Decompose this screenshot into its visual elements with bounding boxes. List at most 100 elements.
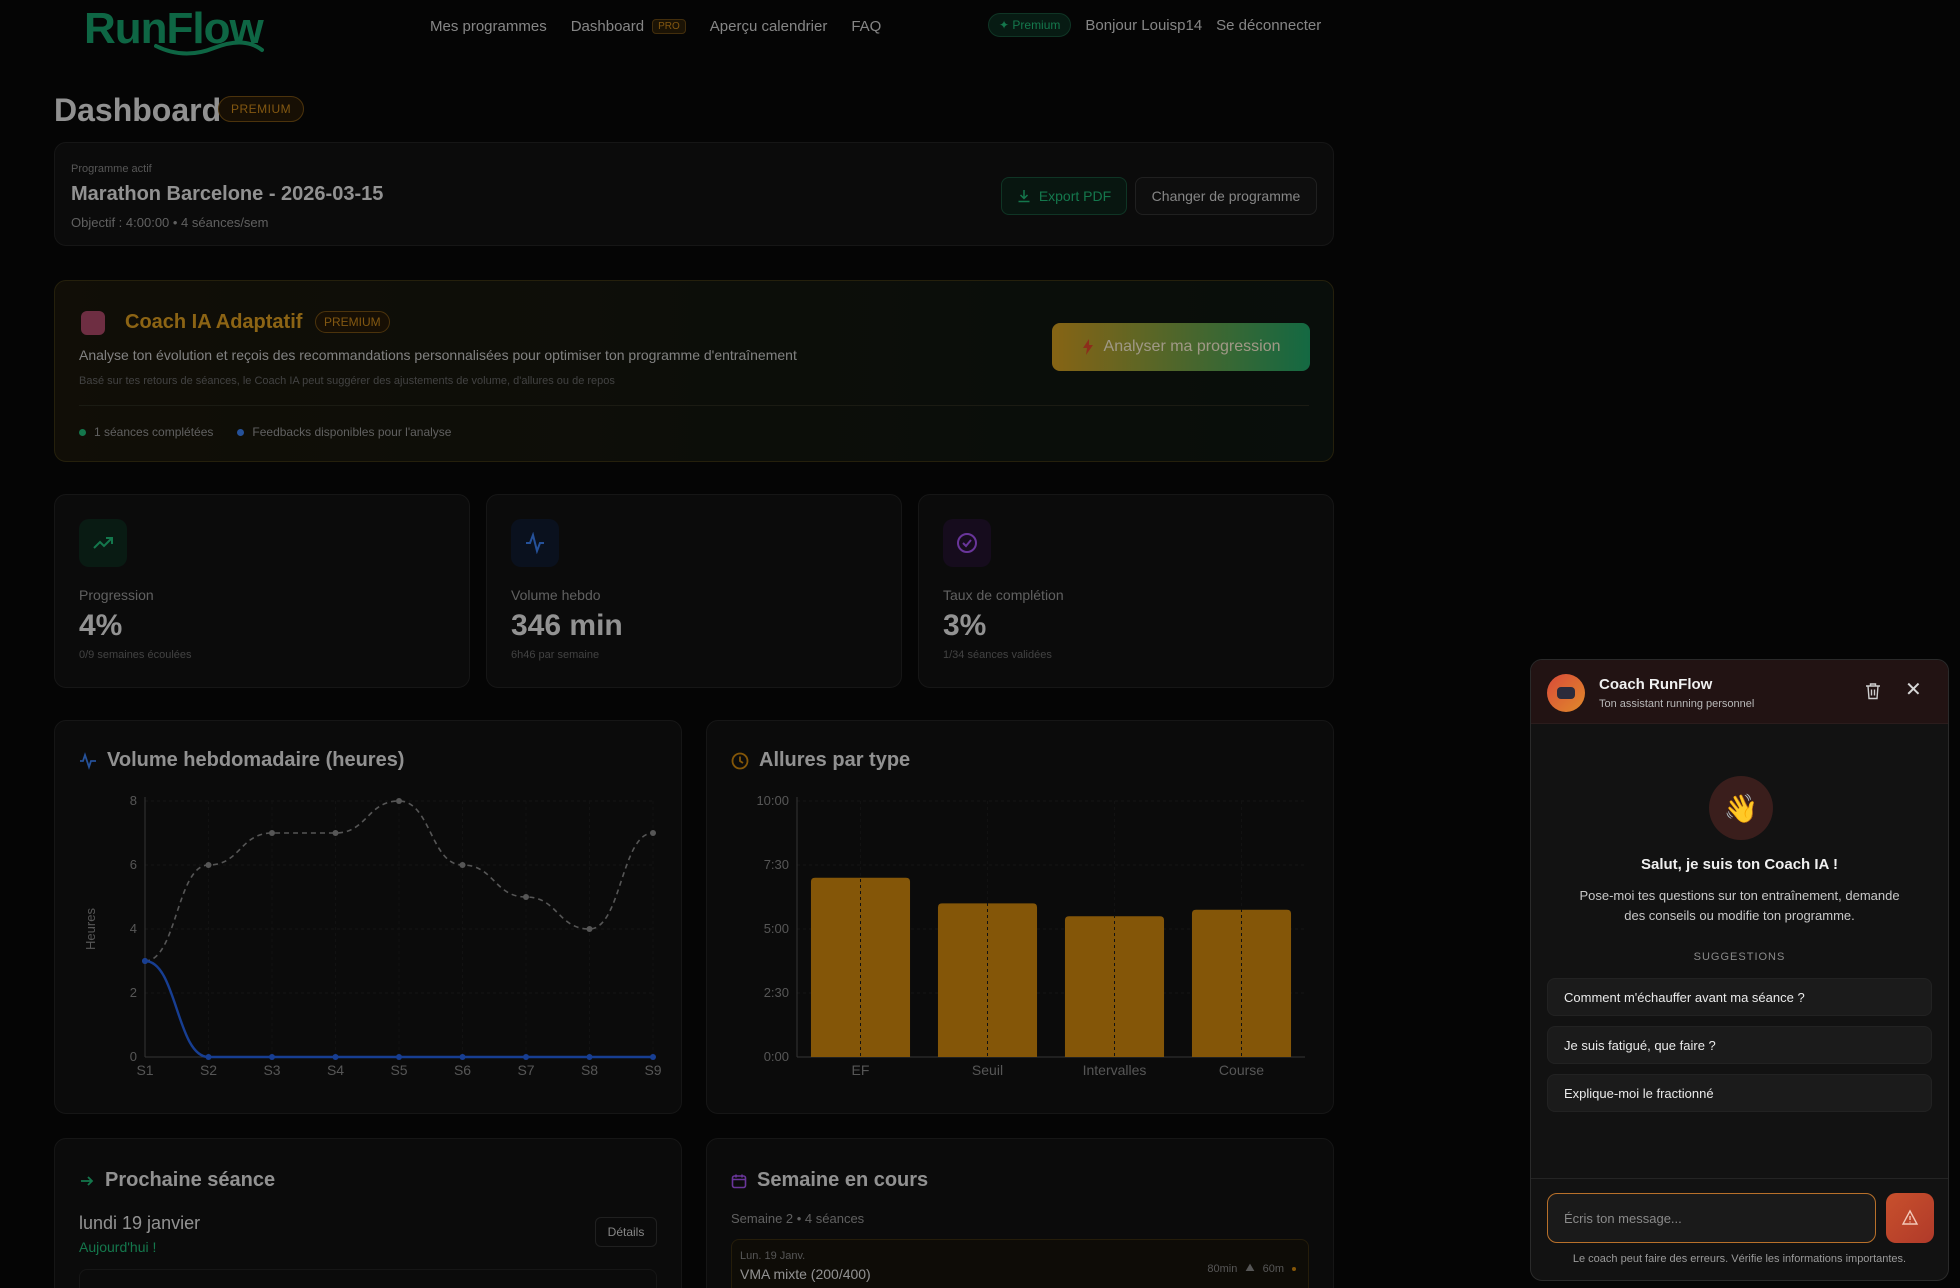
close-icon[interactable]: ✕ [1905,679,1922,701]
bar [937,903,1038,1057]
weekly-volume-chart-card: Volume hebdomadaire (heures) 0 2 4 6 8 S1 S2 S3… [54,720,682,1114]
x-tick-label: S7 [517,1062,534,1078]
check-circle-icon [943,519,991,567]
send-button[interactable] [1886,1193,1934,1243]
coach-premium-badge: PREMIUM [315,311,390,333]
x-tick-label: S9 [644,1062,661,1078]
nav-link-faq[interactable]: FAQ [851,18,882,35]
today-label: Aujourd'hui ! [79,1239,157,1255]
data-point [650,1054,656,1060]
details-button[interactable]: Détails [595,1217,657,1247]
data-point [459,862,466,868]
x-tick-label: S6 [454,1062,471,1078]
coach-avatar [1547,674,1585,712]
week-session-item[interactable]: Lun. 19 Janv. VMA mixte (200/400) 80min … [731,1239,1309,1288]
data-point [586,1054,593,1060]
nav-user-area: ✦ Premium Bonjour Louisp14 Se déconnecte… [988,13,1321,37]
session-elevation: 60m [1262,1262,1284,1275]
mountain-icon: ⛰ [1245,1262,1255,1274]
nav-links: Mes programmes Dashboard PRO Aperçu calen… [430,18,881,35]
coach-subtext: Basé sur tes retours de séances, le Coac… [79,375,615,387]
data-point [332,1054,339,1060]
current-week-title: Semaine en cours [757,1169,929,1191]
y-tick-label: 5:00 [764,921,789,936]
analyse-label: Analyser ma progression [1103,338,1281,355]
chat-intro: Pose-moi tes questions sur ton entraînem… [1579,888,1900,923]
export-pdf-button[interactable]: Export PDF [1001,177,1127,215]
arrow-right-icon [81,1175,94,1186]
page-title: Dashboard [54,92,222,128]
robot-icon [81,311,105,335]
y-tick-label: 2:30 [764,985,789,1000]
y-tick-label: 7:30 [764,857,789,872]
x-tick-label: Course [1219,1062,1264,1078]
chart-header: Allures par type [731,749,910,772]
y-tick-label: 8 [130,793,137,808]
x-tick-label: EF [852,1062,870,1078]
stat-label: Progression [79,587,154,603]
analyse-progression-button[interactable]: Analyser ma progression [1052,323,1310,371]
bar [1064,916,1165,1057]
data-point [332,830,339,836]
x-tick-label: S1 [136,1062,153,1078]
suggestion-button[interactable]: Explique-moi le fractionné [1547,1074,1932,1112]
coach-description: Analyse ton évolution et reçois des reco… [79,347,797,363]
wave-hand-icon: 👋 [1709,776,1773,840]
data-point [459,1054,466,1060]
programme-label: Programme actif [71,163,152,175]
stat-value: 3% [943,609,987,642]
session-title: VMA mixte (200/400) [740,1266,871,1282]
nav-link-dashboard[interactable]: Dashboard PRO [571,18,686,35]
runflow-logo[interactable]: RunFlow [84,4,264,56]
trash-icon[interactable] [1865,682,1881,700]
data-point [205,862,212,868]
y-tick-label: 6 [130,857,137,872]
data-point [396,1054,402,1060]
logout-link[interactable]: Se déconnecter [1216,16,1322,34]
suggestion-button[interactable]: Je suis fatigué, que faire ? [1547,1026,1932,1064]
coach-title: Coach IA Adaptatif [125,311,303,333]
next-session-date: lundi 19 janvier [79,1213,201,1233]
stat-footnote: 6h46 par semaine [511,649,600,661]
session-meta: 80min ⛰ 60m [1207,1262,1296,1275]
chat-message-input[interactable] [1547,1193,1876,1243]
stat-value: 4% [79,609,123,642]
top-navigation: RunFlow Mes programmes Dashboard PRO Aper… [0,0,1340,56]
premium-badge: PREMIUM [218,96,305,122]
y-axis-label: Heures [83,908,98,950]
chart-title: Allures par type [759,749,911,771]
paces-chart-card: Allures par type 0:00 2:30 5:00 7:30 10:00 EF… [706,720,1334,1114]
next-session-title: Prochaine séance [105,1169,276,1191]
stat-footnote: 0/9 semaines écoulées [79,649,192,661]
divider [79,405,1309,406]
export-pdf-label: Export PDF [1038,188,1112,204]
stat-card-progression: Progression 4% 0/9 semaines écoulées [54,494,470,688]
data-point [523,1054,529,1060]
nav-link-programmes[interactable]: Mes programmes [430,18,547,35]
data-point [205,1054,212,1060]
status-dot-icon [1292,1266,1296,1271]
nav-link-calendrier[interactable]: Aperçu calendrier [709,18,828,35]
data-point [142,958,148,964]
premium-pill: ✦ Premium [988,13,1072,37]
robot-icon [1557,687,1575,699]
data-point [396,798,402,804]
data-point [269,830,275,836]
chat-title: Coach RunFlow [1599,676,1713,693]
data-point [586,926,593,932]
y-tick-label: 10:00 [756,793,789,808]
greeting: Bonjour Louisp14 [1085,16,1203,34]
session-duration: 80min [1207,1262,1238,1275]
active-programme-card: Programme actif Marathon Barcelone - 202… [54,142,1334,246]
chart-header: Volume hebdomadaire (heures) [79,749,404,772]
change-programme-button[interactable]: Changer de programme [1135,177,1317,215]
sessions-completed-stat: 1 séances complétées [79,425,213,439]
stat-footnote: 1/34 séances validées [943,649,1052,661]
y-tick-label: 0 [130,1049,137,1064]
current-week-card: Semaine en cours Semaine 2 • 4 séances L… [706,1138,1334,1288]
chat-hello: Salut, je suis ton Coach IA ! [1641,856,1838,873]
chat-subtitle: Ton assistant running personnel [1599,698,1755,710]
sessions-completed-text: 1 séances complétées [94,425,214,439]
chart-title: Volume hebdomadaire (heures) [107,749,405,771]
suggestion-button[interactable]: Comment m'échauffer avant ma séance ? [1547,978,1932,1016]
